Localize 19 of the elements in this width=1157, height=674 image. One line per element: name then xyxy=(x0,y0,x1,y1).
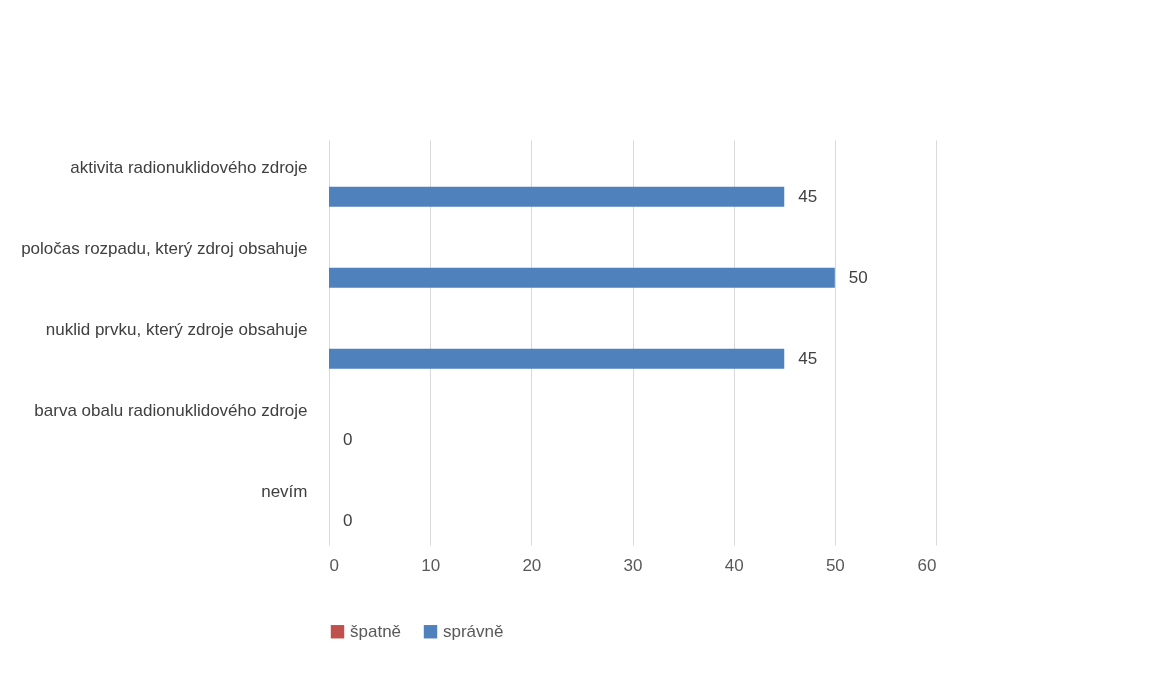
legend-label: špatně xyxy=(350,621,402,641)
x-tick-label: 10 xyxy=(421,555,441,575)
data-label: 0 xyxy=(343,510,353,530)
data-label: 50 xyxy=(848,267,868,287)
legend-label: správně xyxy=(443,621,504,641)
x-tick-label: 60 xyxy=(917,555,937,575)
y-tick-label: barva obalu radionuklidového zdroje xyxy=(34,400,308,420)
x-tick-label: 20 xyxy=(522,555,542,575)
y-tick-label: poločas rozpadu, který zdroj obsahuje xyxy=(21,238,308,258)
x-tick-label: 50 xyxy=(825,555,845,575)
x-tick-label: 30 xyxy=(623,555,643,575)
x-tick-label: 40 xyxy=(724,555,744,575)
y-tick-label: aktivita radionuklidového zdroje xyxy=(70,157,308,177)
data-label: 45 xyxy=(798,348,818,368)
x-tick-label: 0 xyxy=(329,555,339,575)
y-tick-label: nevím xyxy=(261,481,308,501)
data-label: 0 xyxy=(343,429,353,449)
data-label: 45 xyxy=(798,186,818,206)
y-tick-label: nuklid prvku, který zdroje obsahuje xyxy=(45,319,308,339)
